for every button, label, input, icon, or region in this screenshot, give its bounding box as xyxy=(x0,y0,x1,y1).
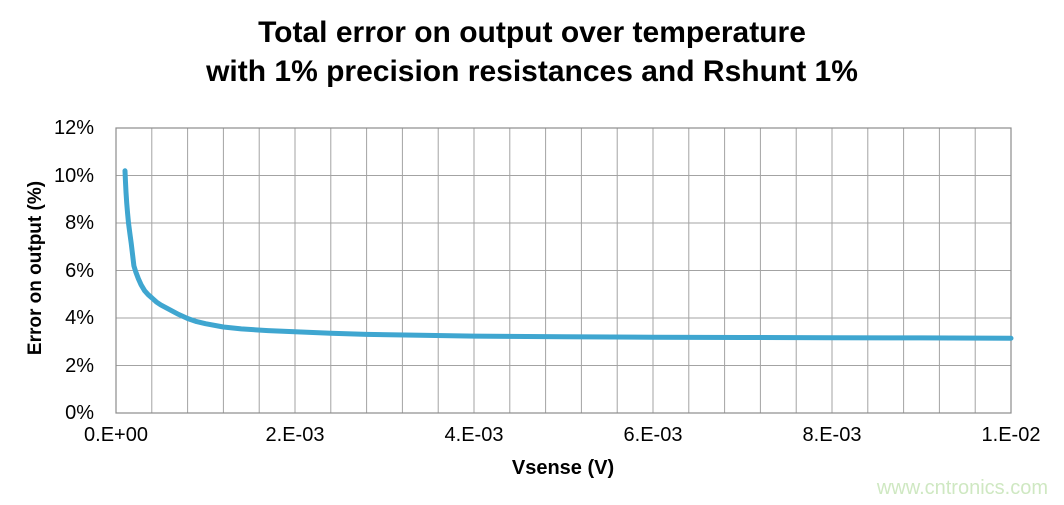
x-tick-label: 8.E-03 xyxy=(802,424,862,446)
x-tick-label: 4.E-03 xyxy=(444,424,504,446)
x-axis-title: Vsense (V) xyxy=(511,457,615,479)
y-tick-label: 4% xyxy=(65,307,94,329)
x-tick-label: 6.E-03 xyxy=(623,424,683,446)
x-tick-label: 0.E+00 xyxy=(84,424,148,446)
error-curve-line xyxy=(122,168,1014,341)
y-tick-label: 12% xyxy=(53,117,94,139)
y-tick-label: 10% xyxy=(53,164,94,187)
x-tick-label: 2.E-03 xyxy=(265,424,325,446)
x-tick-label: 1.E-02 xyxy=(981,424,1041,446)
chart-title: Total error on output over temperature w… xyxy=(0,13,1064,91)
chart-title-line2: with 1% precision resistances and Rshunt… xyxy=(206,55,858,88)
watermark: www.cntronics.com xyxy=(876,477,1048,499)
plot-border xyxy=(115,127,1012,414)
y-tick-label: 2% xyxy=(65,354,94,377)
chart-title-line1: Total error on output over temperature xyxy=(258,16,806,49)
y-tick-label: 6% xyxy=(65,259,94,282)
y-tick-label: 0% xyxy=(65,402,94,424)
y-axis-title: Error on output (%) xyxy=(25,180,46,356)
y-tick-label: 8% xyxy=(65,212,94,234)
